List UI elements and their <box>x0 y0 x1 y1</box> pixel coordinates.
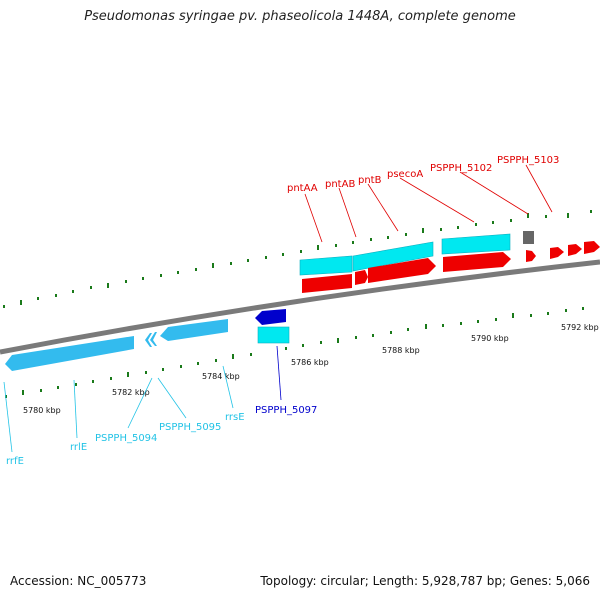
gene-pntAA[interactable] <box>302 274 352 293</box>
label-PSPPH-5102[interactable]: PSPPH_5102 <box>430 163 492 174</box>
forward-genes <box>302 231 600 293</box>
gene-rev-small-b[interactable] <box>150 332 157 346</box>
lower-scale <box>5 307 584 398</box>
gene-rrsE[interactable] <box>160 319 228 341</box>
tick-label-5786: 5786 kbp <box>291 358 329 367</box>
gene-rev-small-a[interactable] <box>145 333 152 347</box>
gene-pntB[interactable] <box>368 258 436 283</box>
tick-label-5780: 5780 kbp <box>23 406 61 415</box>
forward-gene-labels <box>304 164 553 243</box>
label-PSPPH-5103[interactable]: PSPPH_5103 <box>497 155 559 166</box>
label-PSPPH-5094[interactable]: PSPPH_5094 <box>95 433 157 444</box>
tick-label-5788: 5788 kbp <box>382 346 420 355</box>
gene-psecoA[interactable] <box>443 252 511 272</box>
reverse-gene-labels <box>3 365 234 453</box>
label-rrfE[interactable]: rrfE <box>6 456 24 467</box>
label-PSPPH-5097[interactable]: PSPPH_5097 <box>255 405 317 416</box>
reverse-genes <box>5 309 290 371</box>
label-psecoA[interactable]: psecoA <box>387 169 423 180</box>
tick-label-5782: 5782 kbp <box>112 388 150 397</box>
gene-PSPPH-5102[interactable] <box>526 250 536 262</box>
gene-PSPPH-5103[interactable] <box>550 247 564 259</box>
rna-gene-psecoA[interactable] <box>441 233 511 255</box>
genome-backbone <box>0 259 600 355</box>
label-rrlE[interactable]: rrlE <box>70 442 87 453</box>
gene-PSPPH-5097[interactable] <box>255 309 286 325</box>
gene-red-b[interactable] <box>584 241 600 254</box>
label-pntAB[interactable]: pntAB <box>325 179 355 190</box>
rna-genes-forward <box>299 233 511 276</box>
gene-rrlE-rrfE[interactable] <box>5 336 134 371</box>
label-pntAA[interactable]: pntAA <box>287 183 318 194</box>
rna-gene-lower[interactable] <box>257 326 290 344</box>
pseudogene-marker[interactable] <box>523 231 534 244</box>
gene-red-a[interactable] <box>568 244 582 256</box>
rna-gene-pntB[interactable] <box>352 241 434 272</box>
label-rrsE[interactable]: rrsE <box>225 412 245 423</box>
label-pntB[interactable]: pntB <box>358 175 382 186</box>
selected-gene-leader <box>276 345 282 401</box>
genome-title: Pseudomonas syringae pv. phaseolicola 14… <box>84 9 516 24</box>
accession-text: Accession: NC_005773 <box>10 574 147 588</box>
label-PSPPH-5095[interactable]: PSPPH_5095 <box>159 422 221 433</box>
tick-label-5784: 5784 kbp <box>202 372 240 381</box>
gene-pntAB[interactable] <box>355 270 368 285</box>
genome-summary-text: Topology: circular; Length: 5,928,787 bp… <box>260 574 590 588</box>
upper-scale <box>3 210 592 308</box>
rna-gene-pntAA-pntAB[interactable] <box>299 255 353 276</box>
tick-label-5790: 5790 kbp <box>471 334 509 343</box>
tick-label-5792: 5792 kbp <box>561 323 599 332</box>
